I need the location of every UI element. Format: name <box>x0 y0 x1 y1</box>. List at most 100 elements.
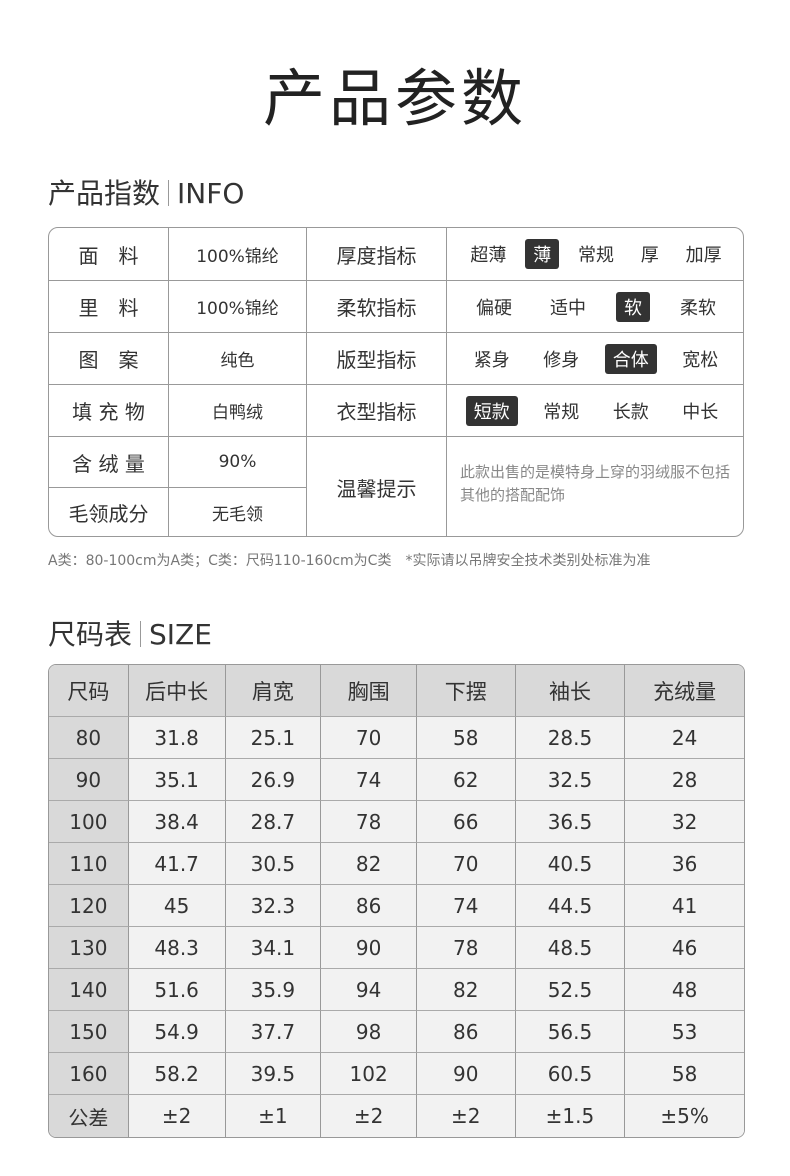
option: 柔软 <box>680 297 716 319</box>
table-cell: 60.5 <box>515 1053 626 1095</box>
index-label: 衣型指标 <box>307 385 447 437</box>
table-cell: 37.7 <box>225 1011 322 1053</box>
table-cell: 58 <box>416 717 516 759</box>
table-cell: 51.6 <box>128 969 226 1011</box>
page-title: 产品参数 <box>262 62 527 135</box>
size-table: 尺码 后中长 肩宽 胸围 下摆 袖长 充绒量 80 31.8 25.1 70 58 28.5 24 90 35… <box>48 664 745 1138</box>
table-cell: 70 <box>321 717 417 759</box>
size-cell: 160 <box>49 1053 129 1095</box>
table-cell: ±2 <box>128 1095 226 1137</box>
option: 适中 <box>550 297 586 319</box>
table-cell: 35.9 <box>225 969 322 1011</box>
table-cell: 53 <box>625 1011 744 1053</box>
table-cell: 70 <box>416 843 516 885</box>
table-cell: 28.5 <box>515 717 626 759</box>
option: 常规 <box>577 245 614 266</box>
header-row: 尺码 后中长 肩宽 胸围 下摆 袖长 充绒量 <box>49 665 744 717</box>
table-cell: 58.2 <box>128 1053 226 1095</box>
index-options: 短款 常规 长款 中长 <box>447 385 743 437</box>
table-cell: 90 <box>416 1053 516 1095</box>
table-cell: 32.5 <box>515 759 626 801</box>
table-cell: 31.8 <box>128 717 226 759</box>
divider <box>140 621 142 647</box>
size-cell: 80 <box>49 717 129 759</box>
option: 紧身 <box>473 349 510 371</box>
table-cell: 58 <box>625 1053 744 1095</box>
table-cell: 74 <box>416 885 516 927</box>
tip-label: 温馨提示 <box>307 437 447 536</box>
section-title-cn: 尺码表 <box>48 618 133 651</box>
tip-text: 此款出售的是模特身上穿的羽绒服不包括其他的搭配配饰 <box>460 463 731 504</box>
table-cell: ±1.5 <box>515 1095 626 1137</box>
index-label: 柔软指标 <box>307 281 447 333</box>
column-header: 下摆 <box>416 665 516 717</box>
option: 长款 <box>612 401 649 423</box>
column-header: 后中长 <box>128 665 226 717</box>
table-cell: ±2 <box>321 1095 417 1137</box>
option: 修身 <box>543 349 580 371</box>
table-row: 130 48.3 34.1 90 78 48.5 46 <box>49 927 744 969</box>
table-cell: 32 <box>625 801 744 843</box>
table-cell: 48.3 <box>128 927 226 969</box>
section-title-en: SIZE <box>149 618 212 651</box>
size-section-title: 尺码表 SIZE <box>48 613 212 653</box>
index-options: 紧身 修身 合体 宽松 <box>447 333 743 385</box>
table-row: 80 31.8 25.1 70 58 28.5 24 <box>49 717 744 759</box>
table-cell: 34.1 <box>225 927 322 969</box>
param-label: 图 案 <box>49 333 169 385</box>
table-cell: 78 <box>321 801 417 843</box>
table-cell: 86 <box>416 1011 516 1053</box>
table-cell: 98 <box>321 1011 417 1053</box>
table-row: 100 38.4 28.7 78 66 36.5 32 <box>49 801 744 843</box>
size-cell: 120 <box>49 885 129 927</box>
table-cell: 102 <box>321 1053 417 1095</box>
table-cell: 28 <box>625 759 744 801</box>
size-cell: 110 <box>49 843 129 885</box>
param-value: 90% <box>169 437 307 488</box>
table-row: 150 54.9 37.7 98 86 56.5 53 <box>49 1011 744 1053</box>
option-selected: 短款 <box>465 395 518 426</box>
table-cell: ±1 <box>225 1095 322 1137</box>
column-header: 充绒量 <box>625 665 744 717</box>
info-table: 面 料 100%锦纶里 料 100%锦纶图 案纯色填 充 物白鸭绒含 绒 量 90% 毛… <box>48 227 744 537</box>
column-header: 袖长 <box>515 665 626 717</box>
option: 厚 <box>640 245 659 266</box>
table-cell: 54.9 <box>128 1011 226 1053</box>
param-value: 100%锦纶 <box>169 228 307 281</box>
table-row: 90 35.1 26.9 74 62 32.5 28 <box>49 759 744 801</box>
table-cell: 56.5 <box>515 1011 626 1053</box>
param-value: 纯色 <box>169 333 307 385</box>
table-cell: 82 <box>321 843 417 885</box>
table-row: 140 51.6 35.9 94 82 52.5 48 <box>49 969 744 1011</box>
column-header: 肩宽 <box>225 665 322 717</box>
divider <box>168 180 170 206</box>
table-cell: 41 <box>625 885 744 927</box>
table-cell: 86 <box>321 885 417 927</box>
table-cell: 39.5 <box>225 1053 322 1095</box>
option: 常规 <box>543 401 580 423</box>
table-cell: 62 <box>416 759 516 801</box>
index-label: 厚度指标 <box>307 228 447 281</box>
table-cell: 48 <box>625 969 744 1011</box>
option: 中长 <box>682 401 719 423</box>
table-cell: 36.5 <box>515 801 626 843</box>
table-cell: 52.5 <box>515 969 626 1011</box>
size-cell: 150 <box>49 1011 129 1053</box>
table-cell: 66 <box>416 801 516 843</box>
table-cell: 41.7 <box>128 843 226 885</box>
table-row: 120 45 32.3 86 74 44.5 41 <box>49 885 744 927</box>
option-selected: 合体 <box>604 343 657 374</box>
table-cell: 26.9 <box>225 759 322 801</box>
param-label: 毛领成分 <box>49 488 169 536</box>
info-section-title: 产品指数 INFO <box>48 172 244 212</box>
table-cell: 74 <box>321 759 417 801</box>
size-cell: 140 <box>49 969 129 1011</box>
table-cell: 90 <box>321 927 417 969</box>
column-header: 胸围 <box>321 665 417 717</box>
size-cell: 90 <box>49 759 129 801</box>
table-cell: 38.4 <box>128 801 226 843</box>
table-cell: 82 <box>416 969 516 1011</box>
option: 偏硬 <box>476 297 512 319</box>
param-value: 100%锦纶 <box>169 281 307 333</box>
table-cell: ±2 <box>416 1095 516 1137</box>
